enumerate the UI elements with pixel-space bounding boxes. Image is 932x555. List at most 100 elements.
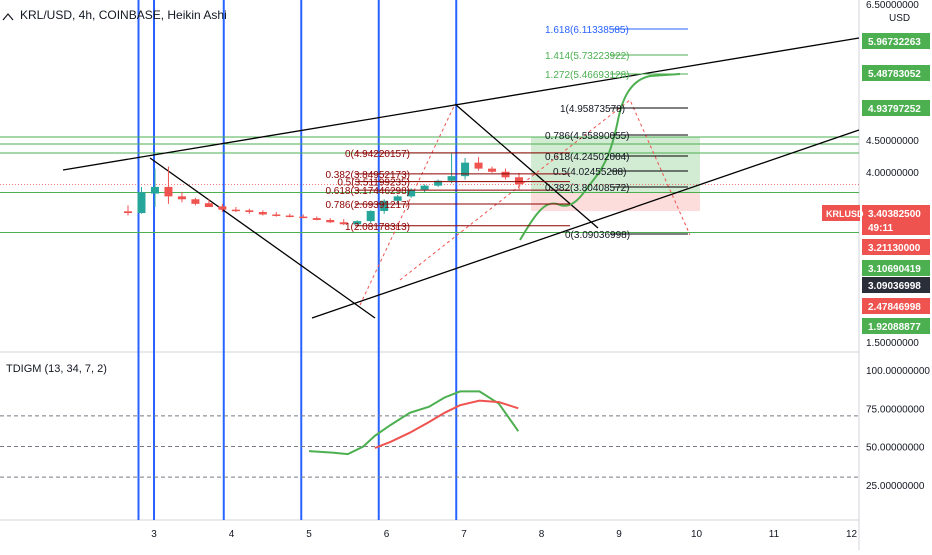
fib-retracement-connector (359, 103, 456, 306)
time-axis-label: 6 (384, 529, 390, 540)
price-badge (862, 65, 930, 81)
price-badge (862, 318, 930, 334)
candle-body (258, 212, 267, 215)
indicator-slow-line (374, 399, 519, 449)
price-badge-label: 5.48783052 (868, 69, 921, 80)
fib-extension-label: 0(3.09036998) (565, 230, 630, 241)
price-axis-label: 4.50000000 (866, 136, 919, 147)
candle-body (420, 185, 429, 190)
fib-extension-connector (399, 99, 691, 281)
candle-body (285, 215, 294, 218)
candle-body (150, 186, 159, 194)
fib-extension-label: 1.618(6.11338585) (545, 25, 629, 36)
candle-body (326, 219, 335, 223)
fib-retracement-label: 0(4.94220157) (345, 149, 410, 160)
fib-retracement-label: 0.618(3.17446298) (325, 186, 410, 197)
indicator-axis-label: 100.00000000 (866, 366, 930, 377)
trendline-lower-channel (311, 129, 860, 319)
fib-extension-label: 0.618(4.24502004) (545, 152, 630, 163)
candle-body (407, 189, 416, 197)
indicator-axis-label: 75.00000000 (866, 404, 925, 415)
symbol-tag (822, 205, 860, 221)
candle-body (501, 171, 510, 178)
time-axis-label: 12 (846, 529, 858, 540)
fib-extension-label: 0.382(3.80408572) (545, 183, 630, 194)
fib-extension-label: 1(4.95873578) (560, 104, 625, 115)
price-badge-label: 2.47846998 (868, 302, 921, 313)
candle-body (434, 180, 443, 186)
indicator-fast-line (308, 390, 520, 456)
indicator-axis-label: 50.00000000 (866, 443, 925, 454)
candle-body (231, 209, 240, 212)
time-axis-label: 9 (616, 529, 622, 540)
candle-body (380, 200, 389, 211)
fib-extension-label: 1.414(5.73223922) (545, 51, 630, 62)
time-axis-label: 11 (769, 529, 780, 540)
fib-extension-label: 0.786(4.55890055) (545, 131, 630, 142)
candle-body (191, 199, 200, 204)
price-badge-label: 5.96732263 (868, 37, 921, 48)
candle-body (447, 176, 456, 181)
fib-retracement-label: 1(2.08178313) (345, 222, 410, 233)
price-badge (862, 298, 930, 314)
price-badge-label: 3.09036998 (868, 281, 921, 292)
price-badge (862, 277, 930, 293)
candle-body (137, 192, 146, 214)
price-axis-label: 1.50000000 (866, 338, 919, 349)
price-badge (862, 260, 930, 276)
candle-body (461, 162, 470, 177)
price-badge-label: 3.10690419 (868, 264, 921, 275)
price-badge-label: 3.40382500 (868, 209, 921, 220)
price-badge (862, 33, 930, 49)
position-loss-zone (531, 192, 700, 212)
candle-body (339, 222, 348, 225)
candle-body (366, 210, 375, 222)
candle-body (272, 214, 281, 216)
price-axis-label: 6.50000000 (866, 0, 919, 11)
time-axis-label: 4 (229, 529, 235, 540)
currency-unit: USD (889, 13, 910, 24)
time-axis-label: 8 (539, 529, 545, 540)
price-badge-label: 4.93797252 (868, 104, 921, 115)
symbol-tag-label: KRLUSD (826, 209, 864, 219)
fib-retracement-label: 0.5(3.51199235) (337, 178, 410, 189)
trendline-pullback (454, 103, 599, 229)
time-axis-label: 3 (151, 529, 157, 540)
price-badge-label: 3.21130000 (868, 243, 921, 254)
price-badge-label: 1.92088877 (868, 322, 921, 333)
time-axis-label: 10 (691, 529, 703, 540)
candle-body (204, 203, 213, 208)
fib-retracement-label: 0.382(3.84952173) (325, 170, 410, 181)
candle-body (474, 162, 483, 169)
projected-price-path (519, 73, 681, 241)
candle-body (218, 206, 227, 210)
fib-retracement-label: 0.786(2.69391217) (325, 200, 410, 211)
price-badge (862, 205, 930, 221)
indicator-axis-label: 25.00000000 (866, 481, 925, 492)
fib-extension-label: 0.5(4.02455288) (553, 167, 626, 178)
price-badge (862, 100, 930, 116)
time-axis-label: 7 (461, 529, 467, 540)
candle-body (177, 196, 186, 200)
trendline-upper-channel (62, 37, 860, 171)
fib-extension-label: 1.272(5.46693128) (545, 70, 630, 81)
price-badge (862, 219, 930, 235)
candle-body (164, 186, 173, 197)
candle-body (312, 218, 321, 220)
position-profit-zone (531, 136, 700, 193)
price-badge-label: 49:11 (868, 223, 893, 234)
candle-body (393, 196, 402, 201)
indicator-label: TDIGM (13, 34, 7, 2) (6, 363, 107, 375)
price-badge (862, 239, 930, 255)
candle-body (353, 221, 362, 225)
candle-body (515, 177, 523, 185)
chevron-up-icon (2, 13, 14, 21)
candle-body (488, 168, 497, 172)
time-axis-label: 5 (306, 529, 312, 540)
trendline-falling (149, 157, 376, 319)
candle-body (299, 216, 308, 219)
candle-body (245, 210, 254, 213)
chart-title: KRL/USD, 4h, COINBASE, Heikin Ashi (20, 8, 227, 22)
